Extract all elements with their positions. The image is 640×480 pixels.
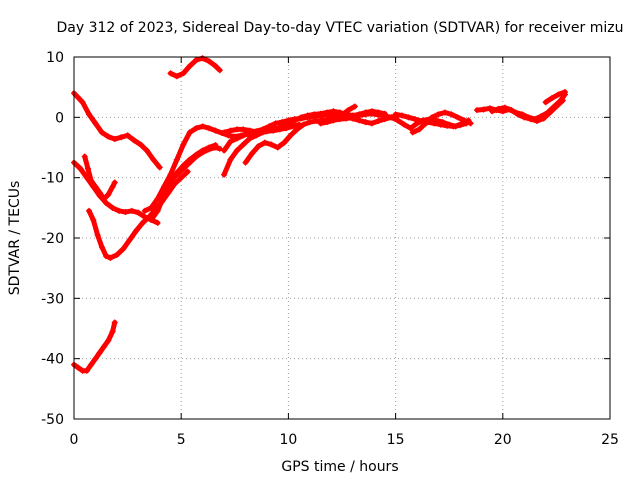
x-axis-title: GPS time / hours xyxy=(281,459,398,475)
trace-segment xyxy=(213,63,223,73)
series-arc-19 xyxy=(542,88,568,106)
series-arc-1 xyxy=(71,90,163,171)
series-arc-18 xyxy=(489,97,566,124)
series-arc-9 xyxy=(71,319,118,374)
trace-segment xyxy=(221,157,234,178)
data-point xyxy=(156,164,163,171)
y-tick-label: -30 xyxy=(41,291,64,307)
x-tick-label: 25 xyxy=(601,432,619,448)
data-point xyxy=(111,319,118,326)
trace-segment xyxy=(553,97,566,109)
trace-segment xyxy=(155,193,167,214)
y-tick-label: -10 xyxy=(41,171,64,187)
data-point xyxy=(216,67,223,74)
data-series xyxy=(71,55,568,374)
y-axis-title: SDTVAR / TECUs xyxy=(7,181,23,296)
x-tick-label: 0 xyxy=(70,432,79,448)
y-tick-label: -50 xyxy=(41,412,64,428)
series-arc-8 xyxy=(167,55,223,80)
data-point xyxy=(216,145,223,152)
trace-segment xyxy=(167,157,180,178)
x-tick-label: 15 xyxy=(387,432,405,448)
x-axis-ticks: 0 5 10 15 20 25 xyxy=(70,57,619,448)
y-tick-label: -20 xyxy=(41,231,64,247)
trace-segment xyxy=(178,169,191,181)
series-arc-16 xyxy=(409,109,474,136)
data-point xyxy=(559,97,566,104)
series-arc-7 xyxy=(167,144,223,184)
data-point xyxy=(184,168,191,175)
data-point xyxy=(561,88,568,95)
series-arc-3 xyxy=(81,153,118,202)
x-tick-label: 20 xyxy=(494,432,512,448)
trace-segment xyxy=(150,157,163,170)
trace-segment xyxy=(90,217,101,238)
trace-segment xyxy=(345,103,358,113)
series-arc-13 xyxy=(221,125,279,136)
trace-segment xyxy=(174,141,186,163)
data-point xyxy=(111,179,118,186)
y-tick-label: 0 xyxy=(55,110,64,126)
x-tick-label: 10 xyxy=(279,432,297,448)
series-arc-4 xyxy=(86,168,191,261)
y-axis-ticks: -50 -40 -30 -20 -10 0 10 xyxy=(41,50,610,428)
data-point xyxy=(351,103,358,110)
data-point xyxy=(467,120,474,127)
x-tick-label: 5 xyxy=(177,432,186,448)
y-tick-label: -40 xyxy=(41,352,64,368)
chart-title: Day 312 of 2023, Sidereal Day-to-day VTE… xyxy=(57,20,624,36)
data-point xyxy=(272,125,279,132)
data-point xyxy=(154,219,161,226)
y-tick-label: 10 xyxy=(46,50,64,66)
